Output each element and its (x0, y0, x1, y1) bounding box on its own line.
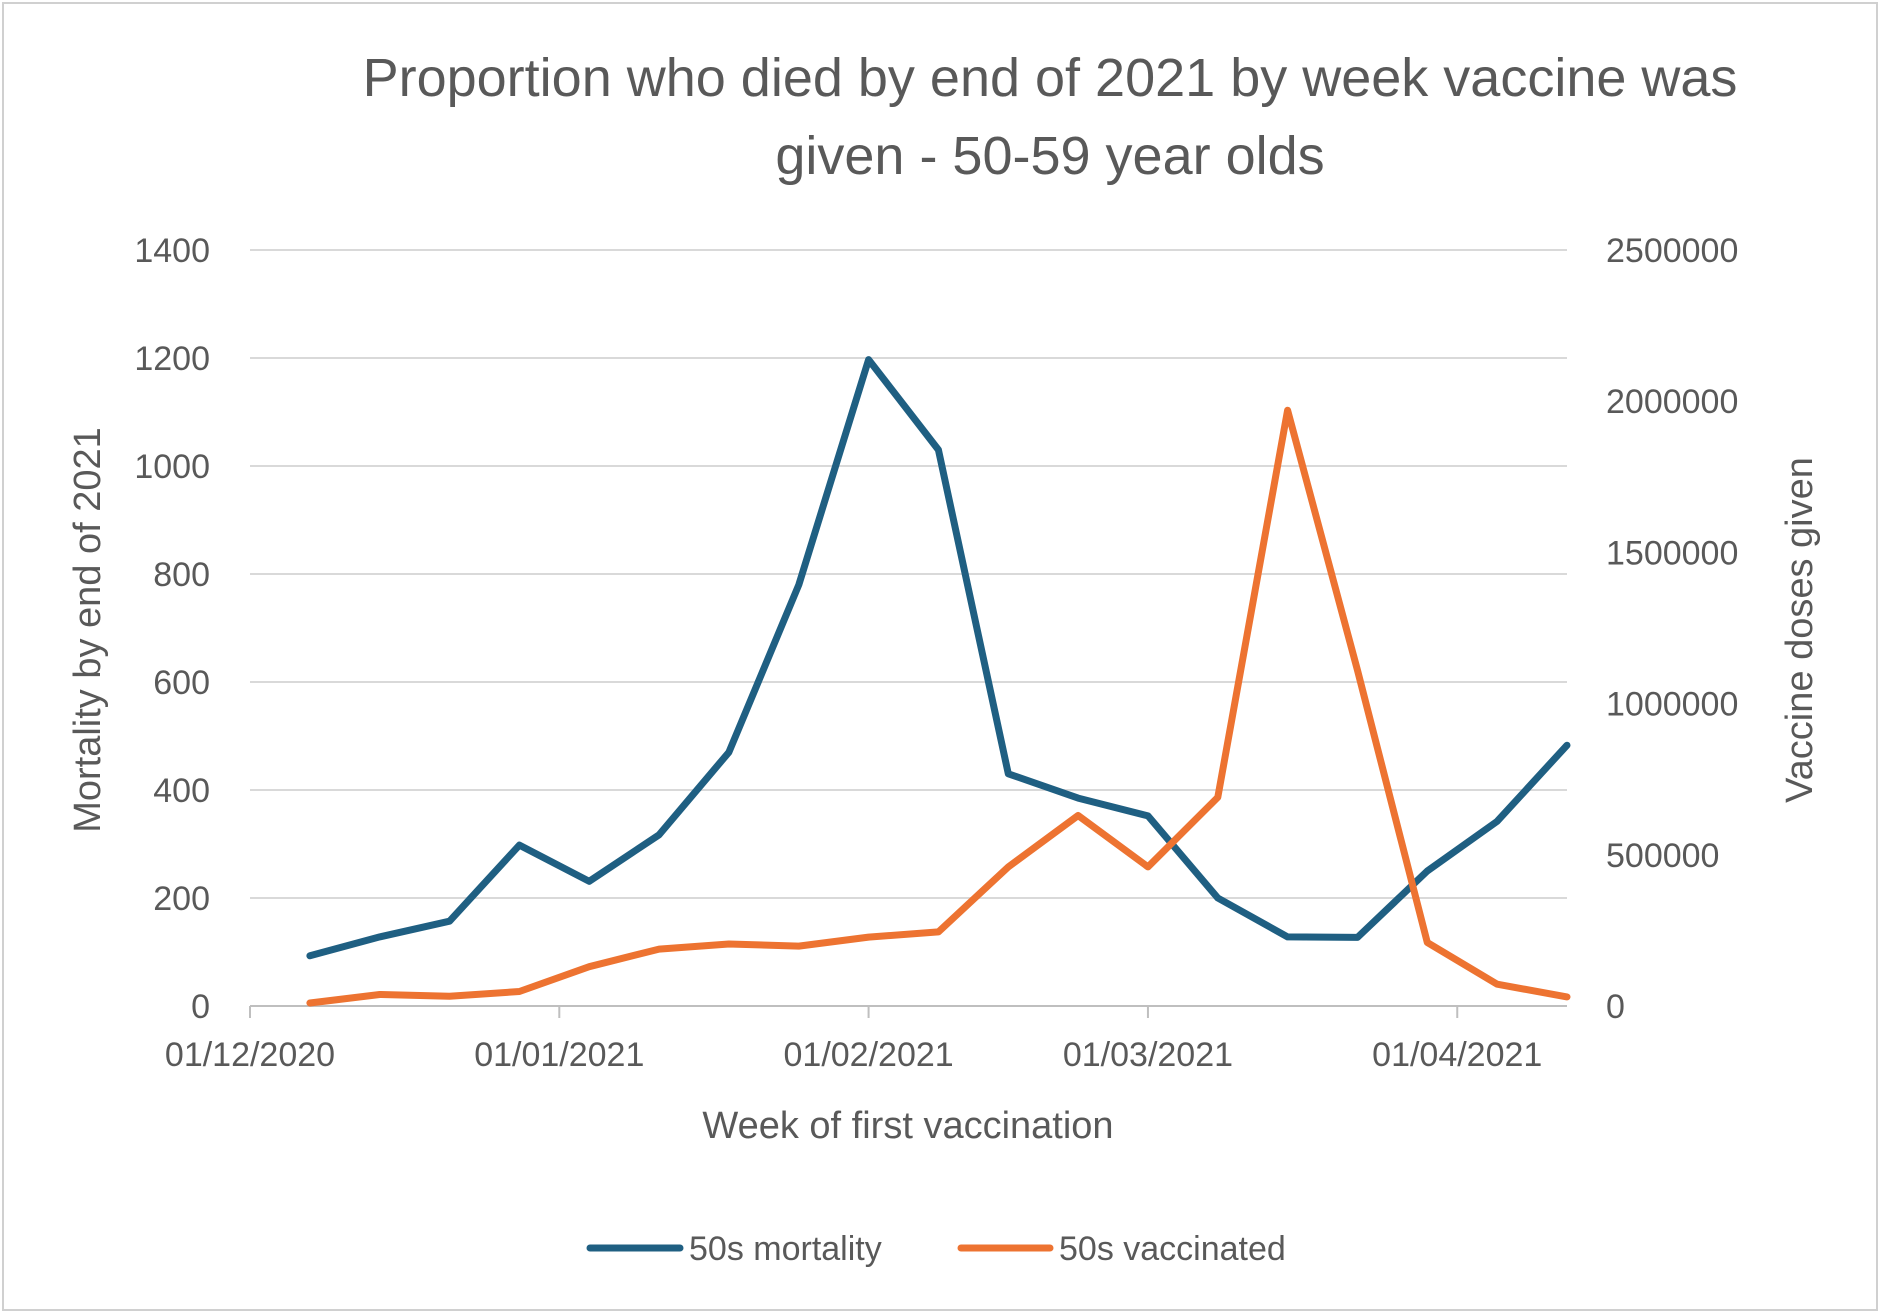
left-axis-tick-labels: 0 200 400 600 800 1000 1200 1400 (134, 232, 210, 1026)
right-axis-title: Vaccine doses given (1779, 457, 1821, 803)
series-lines (306, 356, 1571, 1007)
left-tick-label-1000: 1000 (134, 448, 210, 486)
legend: 50s mortality 50s vaccinated (586, 1230, 1286, 1268)
right-tick-label-2500000: 2500000 (1606, 232, 1738, 270)
series-line-50s-vaccinated (306, 406, 1571, 1007)
x-tick-label-01-02-2021: 01/02/2021 (784, 1036, 954, 1074)
left-tick-label-0: 0 (191, 988, 210, 1026)
right-tick-label-1000000: 1000000 (1606, 686, 1738, 724)
left-tick-label-1200: 1200 (134, 340, 210, 378)
right-tick-label-500000: 500000 (1606, 837, 1719, 875)
right-tick-label-0: 0 (1606, 988, 1625, 1026)
left-tick-label-800: 800 (153, 556, 210, 594)
left-tick-label-400: 400 (153, 772, 210, 810)
left-tick-label-1400: 1400 (134, 232, 210, 270)
x-tick-label-01-04-2021: 01/04/2021 (1372, 1036, 1542, 1074)
x-axis-title: Week of first vaccination (702, 1105, 1113, 1147)
right-tick-label-1500000: 1500000 (1606, 534, 1738, 572)
series-line-50s-mortality (306, 356, 1571, 960)
gridlines (249, 249, 1567, 1018)
right-axis-tick-labels: 0 500000 1000000 1500000 2000000 2500000 (1606, 232, 1738, 1026)
x-tick-label-01-01-2021: 01/01/2021 (474, 1036, 644, 1074)
chart-title-line-2: given - 50-59 year olds (775, 126, 1324, 186)
x-tick-label-01-03-2021: 01/03/2021 (1063, 1036, 1233, 1074)
left-axis-title: Mortality by end of 2021 (67, 427, 109, 833)
left-tick-label-600: 600 (153, 664, 210, 702)
legend-label-vaccinated: 50s vaccinated (1059, 1230, 1286, 1268)
x-axis-tick-labels: 01/12/2020 01/01/2021 01/02/2021 01/03/2021… (165, 1036, 1542, 1074)
left-tick-label-200: 200 (153, 880, 210, 918)
x-tick-label-01-12-2020: 01/12/2020 (165, 1036, 335, 1074)
chart-title-line-1: Proportion who died by end of 2021 by we… (363, 48, 1738, 108)
right-tick-label-2000000: 2000000 (1606, 383, 1738, 421)
legend-label-mortality: 50s mortality (689, 1230, 882, 1268)
